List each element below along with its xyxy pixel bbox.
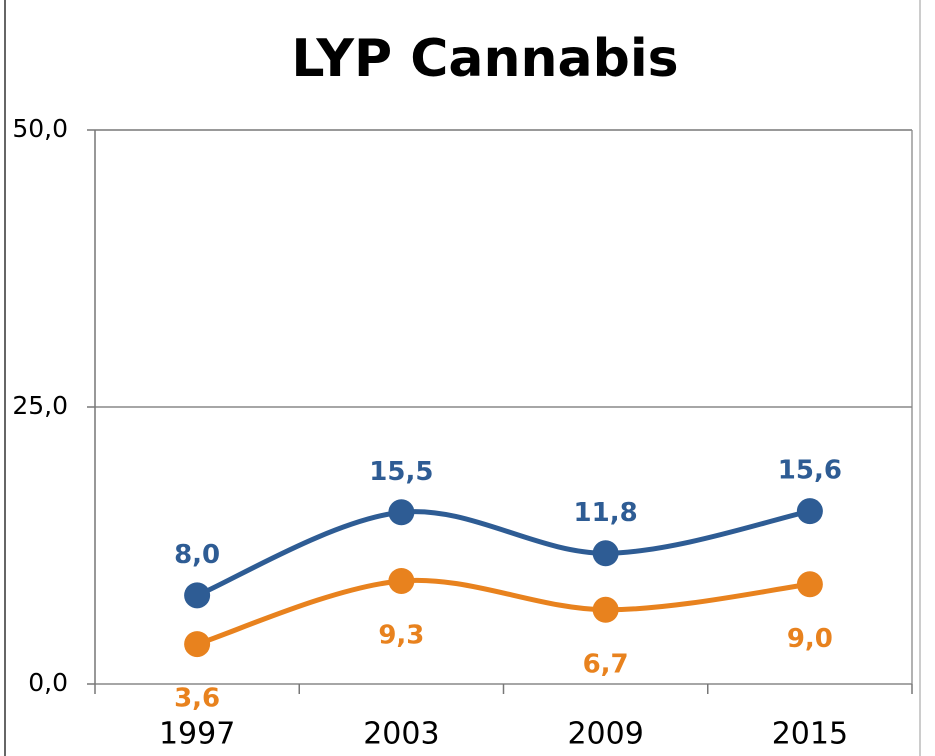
data-point xyxy=(184,631,211,658)
data-label: 11,8 xyxy=(574,498,638,528)
x-tick-label: 1997 xyxy=(159,717,235,752)
data-label: 15,5 xyxy=(369,457,433,487)
y-tick-label: 25,0 xyxy=(12,391,68,420)
data-label: 3,6 xyxy=(174,684,220,714)
y-tick-label: 50,0 xyxy=(12,114,68,143)
data-point xyxy=(592,540,619,567)
data-point xyxy=(592,596,619,623)
data-label: 15,6 xyxy=(778,456,842,486)
data-label: 8,0 xyxy=(174,540,220,570)
y-tick-label: 0,0 xyxy=(28,668,68,697)
data-point xyxy=(388,499,415,526)
data-label: 9,3 xyxy=(378,620,424,650)
data-label: 6,7 xyxy=(583,649,629,679)
data-point xyxy=(796,498,823,525)
x-tick-label: 2003 xyxy=(363,717,439,752)
x-tick-label: 2009 xyxy=(567,717,643,752)
data-point xyxy=(388,567,415,594)
series-line xyxy=(196,508,811,598)
series-line xyxy=(196,577,811,647)
chart-title: LYP Cannabis xyxy=(291,29,678,89)
data-label: 9,0 xyxy=(787,624,833,654)
data-point xyxy=(184,582,211,609)
data-point xyxy=(796,571,823,598)
x-tick-label: 2015 xyxy=(772,717,848,752)
